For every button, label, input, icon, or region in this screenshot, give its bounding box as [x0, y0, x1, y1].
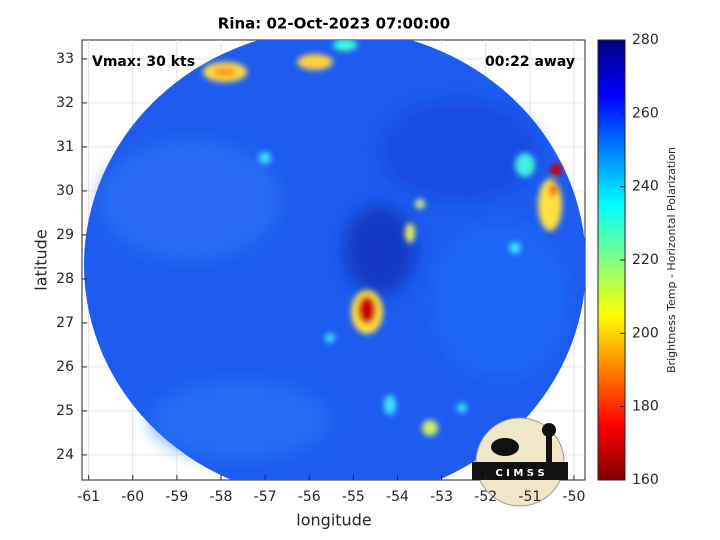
colorbar-tick-label: 220 [632, 252, 659, 268]
colorbar-tick-label: 280 [632, 32, 659, 48]
x-tick-label: -54 [386, 489, 409, 505]
y-tick-label: 30 [56, 183, 74, 199]
colorbar-tick-label: 260 [632, 105, 659, 121]
y-tick-label: 27 [56, 315, 74, 331]
annotation-left: Vmax: 30 kts [92, 54, 195, 70]
x-tick-label: -53 [430, 489, 453, 505]
x-tick-label: -61 [77, 489, 100, 505]
y-tick-label: 33 [56, 51, 74, 67]
colorbar-label: Brightness Temp - Horizontal Polarizatio… [665, 147, 678, 373]
colorbar-tick-label: 240 [632, 179, 659, 195]
ticks: -61 -60 -59 -58 -57 -56 -55 -54 -53 -52 -51 -50 24 25… [56, 32, 659, 505]
colorbar-tick-label: 180 [632, 399, 659, 415]
y-axis-label: latitude [32, 229, 51, 290]
y-tick-label: 29 [56, 227, 74, 243]
annotation-right: 00:22 away [485, 54, 575, 70]
title: Rina: 02-Oct-2023 07:00:00 [218, 15, 450, 33]
swath [84, 40, 585, 480]
x-tick-label: -57 [254, 489, 277, 505]
y-tick-label: 25 [56, 403, 74, 419]
x-tick-label: -52 [474, 489, 497, 505]
x-tick-label: -51 [518, 489, 541, 505]
x-tick-label: -59 [165, 489, 188, 505]
y-tick-label: 32 [56, 95, 74, 111]
colorbar-tick-label: 200 [632, 325, 659, 341]
x-tick-label: -50 [563, 489, 586, 505]
colorbar-tick-label: 160 [632, 472, 659, 488]
y-tick-label: 26 [56, 359, 74, 375]
x-tick-label: -60 [121, 489, 144, 505]
logo-text: C I M S S [495, 468, 544, 479]
y-tick-label: 31 [56, 139, 74, 155]
x-tick-label: -55 [342, 489, 365, 505]
x-tick-label: -56 [298, 489, 321, 505]
y-tick-label: 24 [56, 447, 74, 463]
y-tick-label: 28 [56, 271, 74, 287]
x-axis-label: longitude [296, 511, 371, 530]
x-tick-label: -58 [210, 489, 233, 505]
cimss-logo: C I M S S [472, 417, 568, 507]
